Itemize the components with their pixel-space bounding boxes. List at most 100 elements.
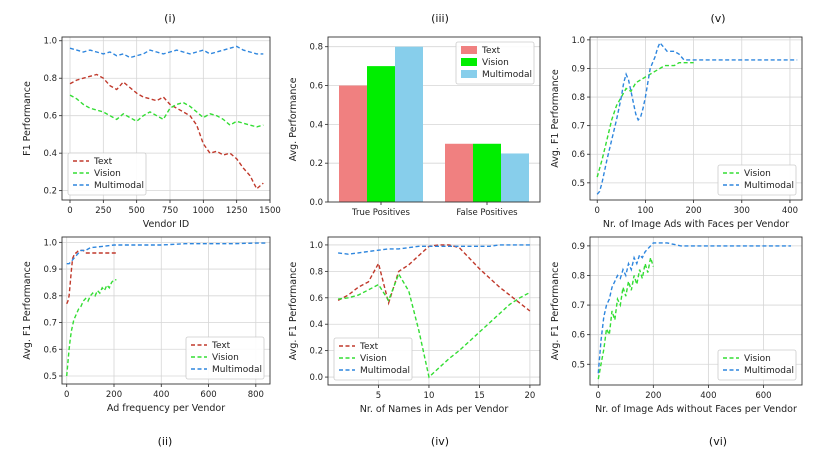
legend-swatch: [461, 46, 477, 54]
y-tick-label: 0.8: [571, 271, 585, 281]
axes-frame: [589, 236, 803, 386]
legend-label: Vision: [94, 169, 121, 179]
x-axis-label: Nr. of Names in Ads per Vendor: [360, 404, 509, 415]
line-vision: [338, 272, 531, 379]
legend: Text Vision Multimodal: [67, 152, 147, 196]
panel-label: (v): [710, 12, 725, 25]
panel-label: (i): [164, 12, 176, 25]
y-tick-label: 0.6: [43, 345, 57, 355]
y-tick-label: 0.6: [43, 112, 57, 122]
y-axis-label: Avg. F1 Performance: [550, 69, 561, 168]
line-multimodal: [597, 242, 791, 374]
y-tick-label: 0.4: [309, 120, 323, 130]
legend-label: Vision: [744, 354, 771, 364]
x-tick-label: 10: [424, 391, 435, 401]
legend-swatch: [461, 58, 477, 66]
y-tick-label: 0.8: [43, 292, 57, 302]
legend-label: Vision: [482, 58, 509, 68]
panel-label: (iii): [431, 12, 449, 25]
x-tick-label: 15: [474, 391, 485, 401]
y-tick-label: 1.0: [309, 241, 323, 251]
y-tick-label: 0.9: [571, 64, 585, 74]
bar-text-0: [339, 85, 367, 202]
y-tick-label: 1.0: [43, 238, 57, 248]
y-tick-label: 0.4: [309, 320, 323, 330]
legend-swatch: [461, 70, 477, 78]
y-tick-label: 1.0: [43, 37, 57, 47]
x-tick-label: 200: [645, 391, 661, 401]
panel-iii: (iii) 0.0 0.2 0.4 0.6 0.8 True Positives False …: [288, 12, 541, 218]
y-tick-label: 0.6: [309, 82, 323, 92]
legend-label: Multimodal: [360, 366, 410, 376]
x-tick-label: 0: [595, 206, 600, 216]
y-tick-label: 0.8: [43, 74, 57, 84]
x-tick-label: 250: [95, 206, 111, 216]
x-category-label: True Positives: [351, 208, 411, 218]
y-tick-label: 0.6: [309, 294, 323, 304]
legend: Vision Multimodal: [717, 349, 797, 381]
x-tick-label: 0: [64, 390, 69, 400]
legend-label: Multimodal: [212, 365, 262, 375]
panel-label: (iv): [431, 435, 449, 448]
y-tick-label: 0.5: [571, 360, 585, 370]
x-axis-label: Vendor ID: [143, 219, 190, 230]
y-tick-label: 0.7: [571, 301, 585, 311]
bar-vision-0: [367, 66, 395, 202]
legend-label: Text: [93, 157, 113, 167]
y-tick-label: 0.7: [43, 319, 57, 329]
line-vision: [66, 279, 117, 377]
x-tick-label: 200: [106, 390, 122, 400]
legend-label: Vision: [360, 354, 387, 364]
x-tick-label: 0: [67, 206, 72, 216]
y-axis-label: Avg. F1 Performance: [550, 262, 561, 361]
x-tick-label: 1500: [259, 206, 281, 216]
legend-label: Multimodal: [744, 181, 794, 191]
legend-label: Vision: [212, 353, 239, 363]
x-tick-label: 100: [637, 206, 653, 216]
legend-label: Multimodal: [94, 181, 144, 191]
line-multimodal: [69, 45, 264, 59]
y-axis-label: Avg. Performance: [288, 77, 299, 161]
line-text: [66, 249, 117, 305]
y-axis-label: Avg. F1 Performance: [288, 262, 299, 361]
line-text: [337, 244, 531, 312]
x-tick-label: 1000: [193, 206, 215, 216]
x-tick-label: 800: [248, 390, 264, 400]
x-tick-label: 600: [200, 390, 216, 400]
x-tick-label: 1250: [226, 206, 248, 216]
x-axis-label: Nr. of Image Ads without Faces per Vendo…: [595, 404, 797, 415]
y-tick-label: 0.0: [309, 198, 323, 208]
legend: Vision Multimodal: [717, 164, 797, 196]
y-tick-label: 0.5: [571, 179, 585, 189]
line-multimodal: [66, 242, 268, 265]
y-tick-label: 0.2: [43, 187, 57, 197]
axes-frame: [61, 236, 271, 385]
axes-frame: [327, 36, 541, 203]
line-multimodal: [596, 41, 798, 195]
axes-frame: [589, 36, 803, 201]
line-vision: [597, 257, 654, 380]
x-category-label: False Positives: [456, 208, 518, 218]
panel-vi: (vi) 0 200 400 600 0.5 0.6 0.7 0.8 0.9 Nr. of Imag…: [550, 236, 803, 448]
y-tick-label: 0.6: [571, 331, 585, 341]
y-axis-label: F1 Performance: [22, 81, 33, 156]
x-tick-label: 200: [685, 206, 701, 216]
x-tick-label: 400: [700, 391, 716, 401]
x-tick-label: 750: [162, 206, 178, 216]
x-tick-label: 500: [129, 206, 145, 216]
y-tick-label: 0.2: [309, 347, 323, 357]
legend-label: Text: [481, 46, 501, 56]
panel-label: (vi): [709, 435, 727, 448]
line-text: [69, 73, 264, 190]
y-tick-label: 1.0: [571, 36, 585, 46]
legend: Text Vision Multimodal: [333, 337, 413, 381]
legend-label: Text: [359, 342, 379, 352]
y-tick-label: 0.7: [571, 122, 585, 132]
x-tick-label: 5: [376, 391, 381, 401]
y-tick-label: 0.2: [309, 159, 323, 169]
bar-multimodal-1: [501, 153, 529, 202]
y-axis-label: Avg. F1 Performance: [22, 261, 33, 360]
legend-label: Multimodal: [744, 366, 794, 376]
panel-v: (v) 0 100 200 300 400 0.5 0.6 0.7 0.8 0.9 1.0 Nr. of…: [550, 12, 803, 230]
